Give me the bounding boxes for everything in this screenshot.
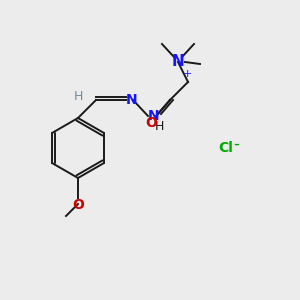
Text: N: N	[148, 109, 160, 123]
Text: H: H	[73, 89, 83, 103]
Text: O: O	[72, 198, 84, 212]
Text: N: N	[126, 93, 138, 107]
Text: +: +	[183, 69, 192, 79]
Text: N: N	[172, 55, 184, 70]
Text: H: H	[155, 120, 164, 133]
Text: O: O	[145, 116, 157, 130]
Text: Cl: Cl	[218, 141, 233, 155]
Text: -: -	[233, 135, 239, 153]
